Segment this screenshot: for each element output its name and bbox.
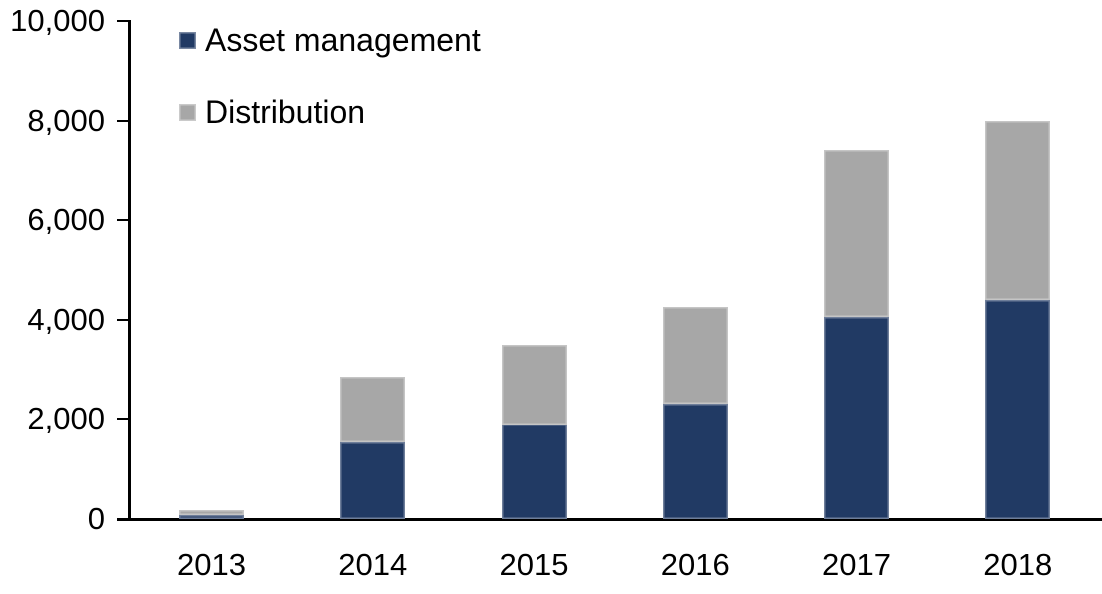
x-tick-label-2017: 2017 bbox=[822, 547, 891, 582]
x-tick-label-2014: 2014 bbox=[338, 547, 408, 582]
x-tick-label-2015: 2015 bbox=[499, 547, 569, 582]
y-tick-mark bbox=[117, 20, 131, 22]
bar-segment-2016-asset-management bbox=[662, 404, 728, 519]
legend-label-distribution: Distribution bbox=[205, 94, 366, 130]
y-tick-label: 8,000 bbox=[27, 102, 105, 138]
y-tick-mark bbox=[117, 119, 131, 122]
bar-segment-2017-asset-management bbox=[824, 317, 889, 519]
bar-segment-2015-asset-management bbox=[501, 424, 567, 519]
y-tick-mark bbox=[117, 219, 131, 222]
y-tick-label: 4,000 bbox=[27, 301, 105, 337]
y-axis-line bbox=[128, 20, 131, 520]
bar-segment-2014-distribution bbox=[340, 377, 406, 442]
legend-item-distribution: Distribution bbox=[179, 96, 481, 128]
x-tick-label-2018: 2018 bbox=[983, 547, 1053, 582]
y-tick-label: 10,000 bbox=[10, 3, 105, 38]
asset-management-swatch-icon bbox=[179, 31, 196, 49]
y-tick-mark bbox=[117, 318, 131, 321]
y-tick-label: 0 bbox=[87, 501, 105, 536]
bar-segment-2017-distribution bbox=[824, 150, 889, 317]
y-tick-label: 2,000 bbox=[27, 401, 105, 437]
distribution-swatch-icon bbox=[179, 103, 196, 121]
bar-segment-2015-distribution bbox=[501, 345, 567, 425]
x-tick-label-2013: 2013 bbox=[177, 547, 246, 582]
bar-segment-2018-asset-management bbox=[985, 300, 1051, 519]
bar-segment-2013-asset-management bbox=[179, 515, 244, 519]
x-axis-line bbox=[117, 518, 1102, 521]
bar-segment-2014-asset-management bbox=[340, 442, 406, 519]
bar-segment-2013-distribution bbox=[179, 510, 244, 515]
chart-legend: Asset management Distribution bbox=[179, 24, 481, 172]
y-tick-label: 6,000 bbox=[27, 202, 105, 238]
x-tick-label-2016: 2016 bbox=[660, 547, 730, 582]
bar-segment-2016-distribution bbox=[662, 307, 728, 404]
bar-segment-2018-distribution bbox=[985, 121, 1051, 300]
legend-label-asset-management: Asset management bbox=[205, 22, 481, 58]
legend-item-asset-management: Asset management bbox=[179, 24, 481, 56]
y-tick-mark bbox=[117, 418, 131, 421]
